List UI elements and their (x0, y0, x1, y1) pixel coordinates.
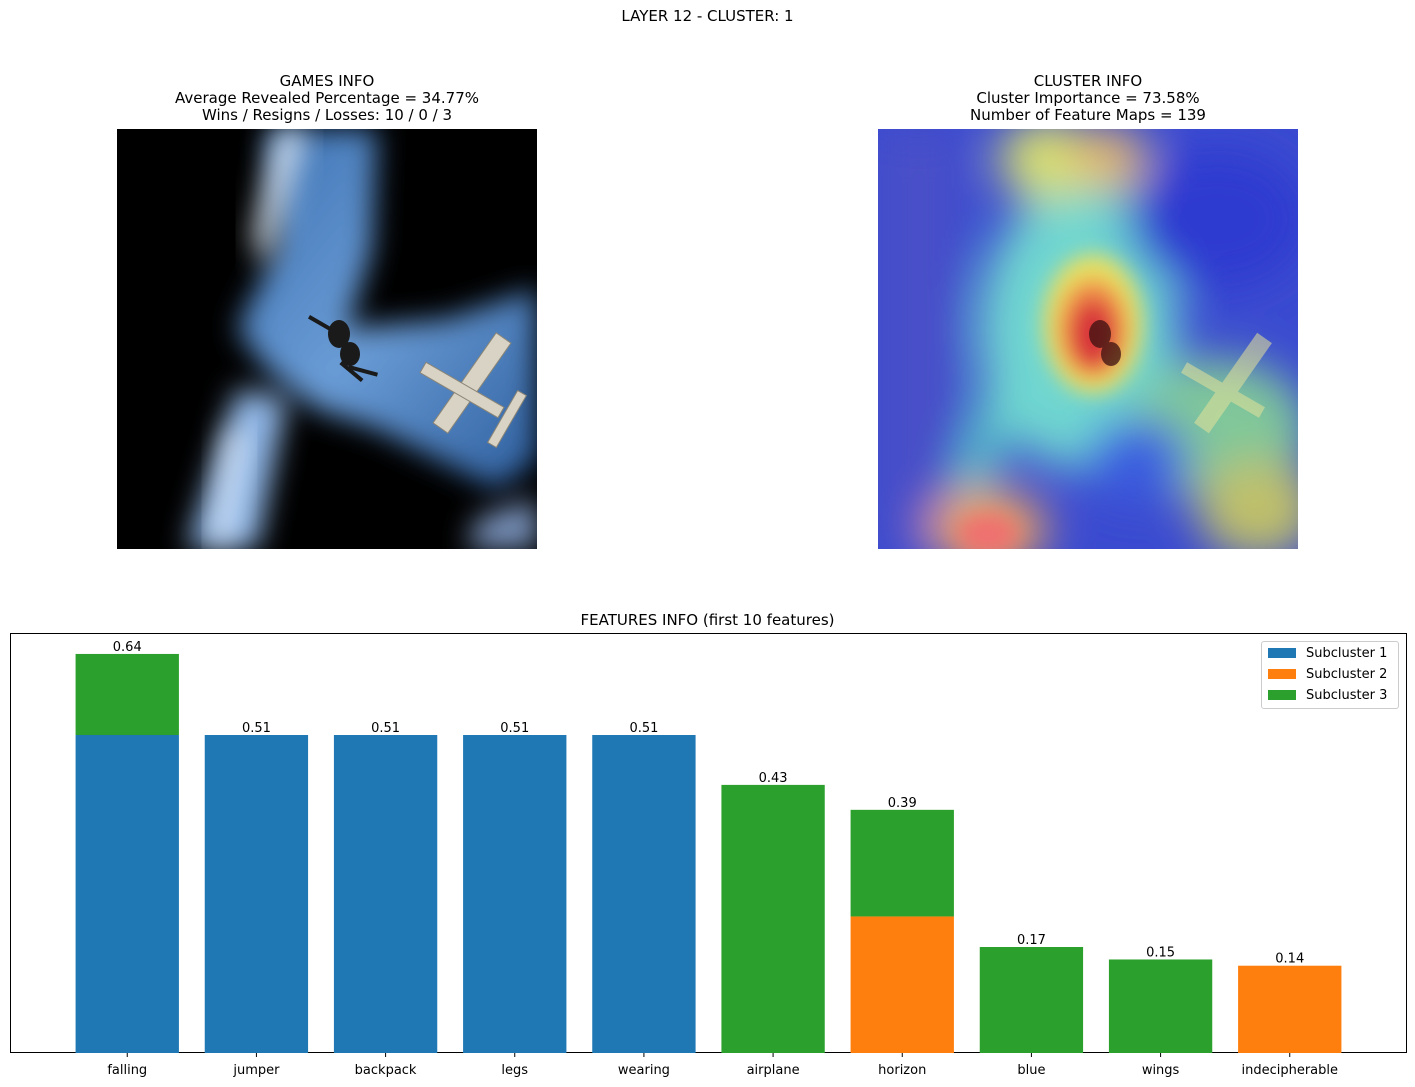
legend-label: Subcluster 1 (1306, 645, 1388, 661)
bar-value-label: 0.17 (1017, 933, 1046, 948)
bar-value-label: 0.51 (629, 721, 658, 736)
bar-value-label: 0.15 (1146, 945, 1175, 960)
bar-value-label: 0.51 (242, 721, 271, 736)
legend-item-subcluster-2: Subcluster 2 (1268, 666, 1387, 682)
bar-wings-subcluster-3 (1108, 959, 1213, 1053)
legend-item-subcluster-3: Subcluster 3 (1268, 687, 1387, 703)
bar-value-label: 0.39 (888, 796, 917, 811)
revealed-image (117, 129, 537, 549)
x-tick-label: indecipherable (1241, 1063, 1338, 1078)
games-info-title: GAMES INFO (279, 72, 375, 90)
bar-value-label: 0.14 (1275, 952, 1304, 967)
cluster-info-title: CLUSTER INFO (1033, 72, 1143, 90)
x-tick-label: blue (1017, 1063, 1045, 1078)
bar-jumper-subcluster-1 (204, 735, 309, 1053)
heatmap-image (878, 129, 1298, 549)
games-info-results: Wins / Resigns / Losses: 10 / 0 / 3 (201, 106, 453, 124)
bar-blue-subcluster-3 (979, 947, 1084, 1053)
x-tick-label: airplane (747, 1063, 800, 1078)
bar-wearing-subcluster-1 (592, 735, 696, 1053)
x-tick-label: legs (501, 1063, 528, 1078)
legend-swatch (1268, 690, 1296, 700)
games-info-revealed: Average Revealed Percentage = 34.77% (174, 89, 479, 107)
bar-horizon-subcluster-2 (850, 916, 954, 1053)
bar-value-label: 0.51 (371, 721, 400, 736)
x-tick-label: wearing (618, 1063, 670, 1078)
bar-indecipherable-subcluster-2 (1238, 965, 1342, 1053)
bar-falling-subcluster-3 (75, 653, 179, 736)
x-tick-label: horizon (878, 1063, 926, 1078)
bar-value-label: 0.64 (113, 640, 142, 655)
legend-label: Subcluster 2 (1306, 666, 1388, 682)
x-tick-label: jumper (232, 1063, 280, 1078)
chart-title: FEATURES INFO (first 10 features) (580, 611, 835, 629)
bar-falling-subcluster-1 (75, 735, 179, 1053)
bar-value-label: 0.43 (759, 771, 788, 786)
bar-horizon-subcluster-3 (850, 809, 954, 917)
bar-airplane-subcluster-3 (721, 784, 825, 1053)
cluster-info-importance: Cluster Importance = 73.58% (976, 89, 1200, 107)
games-info-header: GAMES INFO Average Revealed Percentage =… (117, 73, 537, 124)
legend-swatch (1268, 648, 1296, 658)
bar-legs-subcluster-1 (463, 735, 567, 1053)
chart-legend: Subcluster 1 Subcluster 2 Subcluster 3 (1261, 641, 1399, 709)
features-bar-chart: 0.64 0.51 0.51 0.51 0.51 0.43 0.39 0.17 0.15 0.14… (10, 633, 1407, 1078)
figure-title: LAYER 12 - CLUSTER: 1 (621, 7, 794, 25)
x-tick-label: wings (1142, 1063, 1180, 1078)
bar-backpack-subcluster-1 (333, 735, 438, 1053)
plot-frame (10, 633, 1407, 1053)
x-tick-label: backpack (355, 1063, 417, 1078)
cluster-info-header: CLUSTER INFO Cluster Importance = 73.58%… (878, 73, 1298, 124)
legend-swatch (1268, 669, 1296, 679)
cluster-info-feature-maps: Number of Feature Maps = 139 (970, 106, 1206, 124)
legend-label: Subcluster 3 (1306, 687, 1388, 703)
bar-value-label: 0.51 (500, 721, 529, 736)
legend-item-subcluster-1: Subcluster 1 (1268, 645, 1387, 661)
x-tick-label: falling (107, 1063, 147, 1078)
